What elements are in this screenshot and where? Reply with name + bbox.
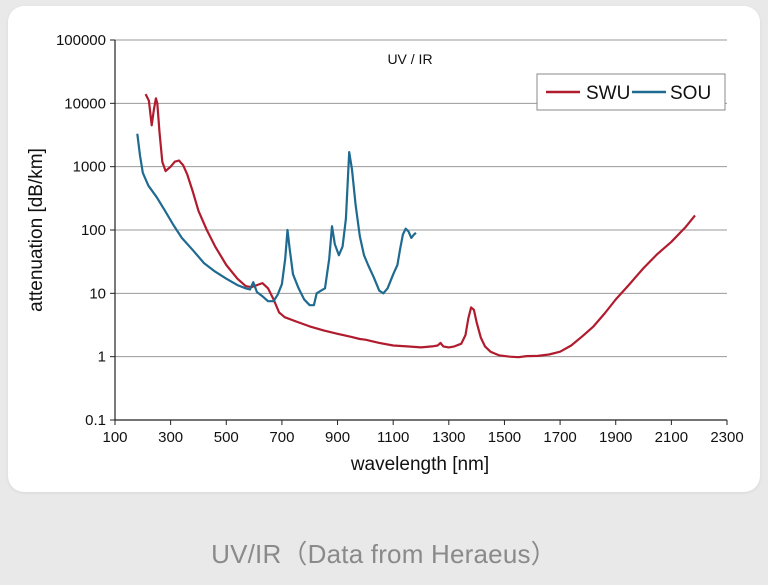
y-tick-label: 1000 [73,159,106,176]
x-tick-label: 1100 [377,429,409,446]
legend-label-sou: SOU [670,83,711,104]
y-tick-label: 10000 [64,95,106,112]
legend-label-swu: SWU [586,83,630,104]
series-line-swu [144,93,696,359]
x-tick-labels: 100 300 500 700 900 1100 1300 1500 1700 1900 2100 2… [102,420,744,446]
legend: SWU SOU [536,73,726,111]
x-tick-label: 700 [269,429,294,446]
x-tick-label: 500 [214,429,239,446]
attenuation-chart: 100 300 500 700 900 1100 1300 1500 1700 1900 2100 2… [26,32,744,475]
y-tick-label: 1 [98,349,106,366]
y-tick-labels: 0.1 1 10 100 1000 10000 100000 [56,32,115,429]
figure-caption: UV/IR（Data from Heraeus） [211,539,557,569]
x-tick-label: 900 [325,429,350,446]
series-layer [136,93,696,359]
y-tick-label: 10 [89,285,106,302]
series-line-sou [136,133,417,307]
x-tick-label: 100 [102,429,127,446]
x-tick-label: 1700 [543,429,576,446]
x-tick-label: 2100 [655,429,688,446]
y-tick-label: 100 [81,222,106,239]
y-tick-label: 100000 [56,32,106,49]
x-axis-label: wavelength [nm] [350,454,489,475]
x-tick-label: 300 [158,429,183,446]
x-tick-label: 2300 [710,429,743,446]
x-tick-label: 1900 [599,429,632,446]
y-tick-label: 0.1 [85,412,106,429]
chart-title: UV / IR [387,51,432,67]
y-axis-label: attenuation [dB/km] [26,148,47,312]
x-tick-label: 1300 [432,429,465,446]
x-tick-label: 1500 [488,429,521,446]
